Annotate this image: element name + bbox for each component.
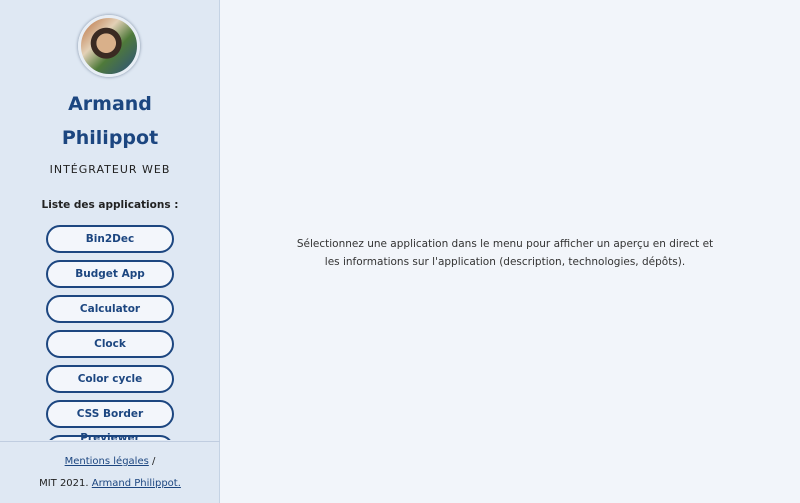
app-button-budget-app[interactable]: Budget App — [46, 260, 174, 288]
name-last: Philippot — [61, 127, 159, 149]
separator: / — [152, 456, 156, 467]
app-button-bin2dec[interactable]: Bin2Dec — [46, 225, 174, 253]
apps-list[interactable]: Bin2Dec Budget App Calculator Clock Colo… — [0, 225, 220, 440]
apps-list-title: Liste des applications : — [41, 199, 179, 211]
placeholder-message: Sélectionnez une application dans le men… — [296, 238, 714, 268]
name-first: Armand — [68, 93, 152, 115]
sidebar-footer: Mentions légales / MIT 2021. Armand Phil… — [0, 441, 220, 503]
legal-link[interactable]: Mentions légales — [64, 456, 149, 467]
profile-role: INTÉGRATEUR WEB — [49, 163, 171, 176]
app-button-calculator[interactable]: Calculator — [46, 295, 174, 323]
app-button-clock[interactable]: Clock — [46, 330, 174, 358]
app-button-color-cycle[interactable]: Color cycle — [46, 365, 174, 393]
avatar — [78, 15, 140, 77]
profile-name: Armand Philippot — [0, 87, 220, 155]
app-button-css-border-previewer[interactable]: CSS Border Previewer — [46, 400, 174, 440]
license-text: MIT 2021. — [39, 478, 89, 489]
sidebar: Armand Philippot INTÉGRATEUR WEB Liste de… — [0, 0, 220, 503]
author-link[interactable]: Armand Philippot. — [91, 478, 181, 489]
